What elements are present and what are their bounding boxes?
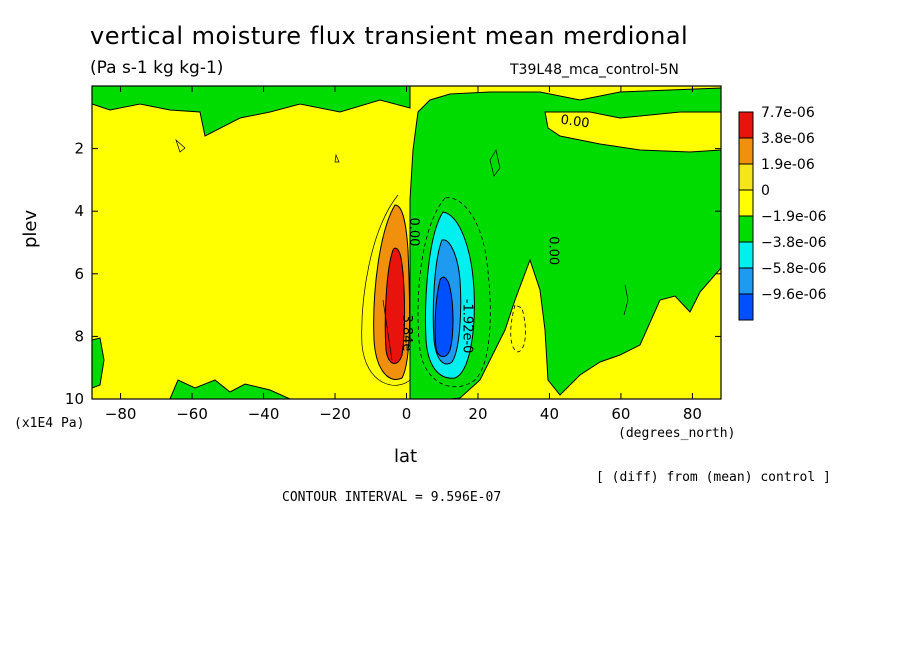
- legend-label: −1.9e-06: [761, 209, 827, 225]
- y-axis-label: plev: [20, 209, 41, 248]
- legend-label: 7.7e-06: [761, 105, 815, 121]
- legend-label: 0: [761, 183, 770, 199]
- x-tick-label: 20: [468, 405, 487, 423]
- legend-swatch: [738, 137, 754, 165]
- negative-region: [409, 87, 721, 399]
- contour-label: 3.84e: [399, 314, 414, 351]
- legend-swatch: [738, 111, 754, 139]
- x-tick-label: 60: [611, 405, 630, 423]
- x-tick-label: −40: [248, 405, 280, 423]
- y-tick-label: 10: [65, 390, 84, 408]
- legend-swatch: [738, 293, 754, 321]
- x-tick-label: −60: [176, 405, 208, 423]
- legend-swatch: [738, 215, 754, 243]
- legend-label: −5.8e-06: [761, 261, 827, 277]
- x-axis-label: lat: [394, 446, 418, 467]
- x-tick-label: 0: [402, 405, 412, 423]
- x-tick-label: −80: [105, 405, 137, 423]
- positive-max-inner: [384, 247, 406, 364]
- experiment-label: T39L48_mca_control-5N: [510, 62, 679, 78]
- contour-field: [92, 86, 721, 399]
- x-tick-label: 80: [683, 405, 702, 423]
- legend-label: −9.6e-06: [761, 287, 827, 303]
- y-tick-label: 2: [74, 140, 84, 158]
- contour-interval-note: CONTOUR INTERVAL = 9.596E-07: [282, 490, 502, 505]
- negative-min-inner: [434, 276, 454, 357]
- contour-label: 0.00: [406, 217, 421, 246]
- chart-title: vertical moisture flux transient mean me…: [90, 22, 689, 50]
- bottom-negative-patch: [169, 379, 291, 399]
- diff-note: [ (diff) from (mean) control ]: [596, 470, 831, 485]
- solid-contours: [175, 138, 629, 386]
- legend-label: −3.8e-06: [761, 235, 827, 251]
- contour-label: -1.92e-0: [460, 299, 475, 354]
- legend: 7.7e-06 3.8e-06 1.9e-06 0 −1.9e-06 −3.8e-06 −5…: [738, 105, 827, 321]
- chart-subtitle: (Pa s-1 kg kg-1): [90, 58, 224, 78]
- y-tick-label: 4: [74, 202, 84, 220]
- contour-label: 0.00: [560, 113, 591, 132]
- dashed-contours: [417, 197, 526, 388]
- left-negative-patch: [92, 337, 105, 389]
- top-negative-strip: [92, 86, 411, 137]
- legend-label: 3.8e-06: [761, 131, 815, 147]
- legend-swatch: [738, 267, 754, 295]
- contour-labels: 0.00 0.00 0.00 -1.92e-0 3.84e: [399, 113, 590, 354]
- x-tick-label: −20: [319, 405, 351, 423]
- legend-label: 1.9e-06: [761, 157, 815, 173]
- x-tick-label: 40: [540, 405, 559, 423]
- contour-label: 0.00: [545, 236, 560, 265]
- positive-tongue: [544, 111, 721, 153]
- axes: −80 −60 −40 −20 0 20 40 60 80 2 4 6 8 10: [65, 86, 721, 423]
- x-axis-unit: (degrees_north): [618, 426, 736, 441]
- legend-swatch: [738, 189, 754, 217]
- y-axis-unit: (x1E4 Pa): [14, 416, 85, 431]
- y-tick-label: 6: [74, 265, 84, 283]
- legend-swatch: [738, 241, 754, 269]
- y-tick-label: 8: [74, 327, 84, 345]
- legend-swatch: [738, 163, 754, 191]
